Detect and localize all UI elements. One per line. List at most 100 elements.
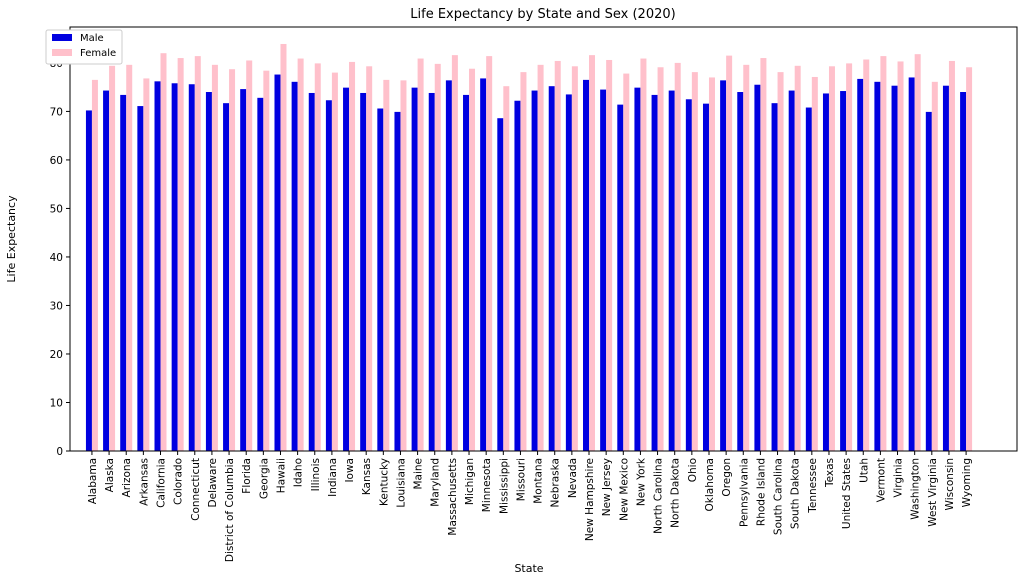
legend-swatch-female: [52, 49, 72, 56]
x-tick-label: South Dakota: [790, 458, 802, 529]
bar-male-30: [600, 89, 607, 451]
bar-female-8: [229, 69, 236, 452]
bar-male-17: [377, 108, 384, 451]
x-tick-label: Kentucky: [378, 458, 390, 506]
x-tick-label: West Virginia: [927, 458, 939, 527]
bar-male-0: [85, 110, 92, 451]
bar-male-3: [137, 106, 144, 452]
bar-male-4: [154, 81, 161, 451]
bar-male-40: [771, 103, 778, 451]
x-tick-label: Utah: [858, 458, 870, 483]
x-tick-label: Pennsylvania: [738, 458, 750, 527]
bar-female-42: [811, 76, 818, 452]
bar-female-14: [331, 72, 338, 451]
bar-male-6: [188, 84, 195, 452]
bar-female-20: [434, 63, 441, 451]
legend-swatch-male: [52, 34, 72, 41]
bar-female-31: [623, 73, 630, 451]
bar-female-6: [194, 56, 201, 452]
x-tick-label: Alabama: [87, 458, 99, 504]
x-tick-label: Oklahoma: [704, 458, 716, 511]
x-tick-label: Hawaii: [275, 458, 287, 493]
bar-female-12: [297, 58, 304, 452]
x-tick-label: Maryland: [430, 458, 442, 507]
bar-male-47: [891, 85, 898, 451]
bar-female-32: [640, 58, 647, 452]
bar-female-39: [760, 58, 767, 451]
x-tick-label: District of Columbia: [224, 458, 236, 562]
x-tick-label: California: [156, 458, 168, 508]
x-tick-label: Ohio: [687, 458, 699, 482]
y-tick-label: 40: [50, 252, 63, 264]
x-tick-label: Michigan: [464, 458, 476, 505]
x-tick-label: Idaho: [293, 458, 305, 487]
x-tick-label: Mississippi: [498, 458, 510, 514]
bar-female-16: [366, 66, 373, 451]
x-tick-label: Rhode Island: [755, 458, 767, 526]
bar-female-4: [160, 53, 167, 451]
x-tick-label: Oregon: [721, 458, 733, 497]
bar-female-30: [606, 59, 613, 452]
x-tick-label: North Dakota: [670, 458, 682, 528]
bar-male-11: [274, 74, 281, 452]
bar-female-13: [314, 63, 321, 452]
bar-male-31: [617, 104, 624, 451]
bar-female-47: [897, 61, 904, 451]
bar-female-21: [451, 55, 458, 451]
bar-male-33: [651, 94, 658, 452]
bar-female-18: [400, 80, 407, 452]
bar-male-44: [840, 91, 847, 451]
bar-male-43: [822, 93, 829, 451]
bar-female-24: [503, 86, 510, 451]
bar-male-46: [874, 81, 881, 452]
bar-female-50: [948, 60, 955, 452]
y-tick-label: 20: [50, 349, 63, 361]
bar-male-22: [463, 94, 470, 452]
y-tick-label: 70: [50, 106, 63, 118]
bar-male-34: [668, 90, 675, 452]
x-tick-label: United States: [841, 458, 853, 529]
bar-male-14: [325, 100, 332, 452]
bars-group: [85, 43, 973, 452]
x-tick-label: Delaware: [207, 458, 219, 507]
x-tick-label: Arizona: [121, 458, 133, 497]
bar-female-46: [880, 56, 887, 452]
x-tick-label: Iowa: [344, 458, 356, 483]
bar-male-26: [531, 90, 538, 452]
bar-male-35: [685, 99, 692, 451]
bar-male-32: [634, 87, 641, 451]
bar-male-21: [445, 80, 452, 452]
x-tick-label: Missouri: [515, 458, 527, 501]
bar-female-33: [657, 67, 664, 452]
bar-female-3: [143, 78, 150, 451]
x-tick-label: Kansas: [361, 458, 373, 495]
bar-male-9: [240, 89, 247, 452]
x-tick-label: New Jersey: [601, 458, 613, 516]
x-axis: Alabama Alaska Arizona Arkansas California Co…: [87, 451, 973, 562]
chart-title: Life Expectancy by State and Sex (2020): [410, 7, 675, 22]
bar-male-5: [171, 83, 178, 451]
y-axis-label: Life Expectancy: [5, 195, 18, 283]
bar-male-27: [548, 86, 555, 451]
bar-male-49: [925, 111, 932, 451]
bar-female-11: [280, 43, 287, 452]
x-tick-label: Minnesota: [481, 458, 493, 512]
x-tick-label: Virginia: [893, 458, 905, 498]
y-tick-label: 50: [50, 203, 63, 215]
bar-male-25: [514, 100, 521, 451]
y-tick-label: 10: [50, 397, 63, 409]
legend-label-female: Female: [80, 48, 116, 59]
bar-male-13: [308, 92, 315, 452]
y-tick-label: 30: [50, 300, 63, 312]
plot-frame: [69, 26, 1018, 452]
bar-male-51: [960, 92, 967, 451]
bar-female-19: [417, 58, 424, 452]
bar-male-20: [428, 92, 435, 452]
x-tick-label: New Mexico: [618, 458, 630, 521]
x-tick-label: Washington: [910, 458, 922, 520]
bar-female-51: [966, 67, 973, 452]
x-tick-label: New Hampshire: [584, 458, 596, 541]
bar-male-12: [291, 81, 298, 452]
bar-male-19: [411, 87, 418, 451]
